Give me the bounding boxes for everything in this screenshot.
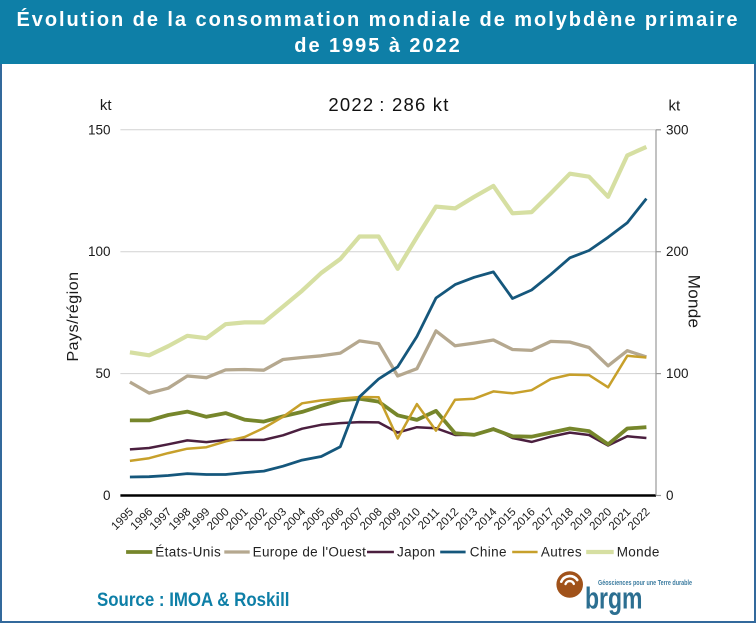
svg-text:300: 300	[666, 122, 689, 137]
svg-text:brgm: brgm	[585, 581, 643, 616]
svg-text:100: 100	[88, 244, 111, 259]
svg-text:150: 150	[88, 122, 111, 137]
svg-text:2022 : 286 kt: 2022 : 286 kt	[328, 94, 449, 115]
svg-text:Pays/région: Pays/région	[65, 272, 82, 362]
svg-text:Monde: Monde	[685, 275, 704, 328]
svg-text:Europe de l'Ouest: Europe de l'Ouest	[253, 545, 367, 560]
svg-text:0: 0	[666, 488, 674, 503]
svg-text:200: 200	[666, 244, 689, 259]
svg-text:kt: kt	[669, 98, 682, 115]
svg-text:Source : IMOA & Roskill: Source : IMOA & Roskill	[97, 590, 290, 611]
svg-text:de 1995 à 2022: de 1995 à 2022	[294, 35, 461, 57]
svg-text:Évolution de la consommation m: Évolution de la consommation mondiale de…	[17, 8, 740, 31]
svg-text:kt: kt	[100, 97, 113, 114]
svg-text:Monde: Monde	[617, 545, 660, 560]
svg-text:Géosciences pour une Terre dur: Géosciences pour une Terre durable	[598, 578, 692, 587]
svg-text:100: 100	[666, 366, 689, 381]
svg-text:États-Unis: États-Unis	[155, 545, 221, 560]
svg-text:0: 0	[103, 488, 111, 503]
svg-text:50: 50	[95, 366, 110, 381]
svg-text:Chine: Chine	[470, 545, 507, 560]
svg-text:Autres: Autres	[541, 545, 582, 560]
svg-text:Japon: Japon	[397, 545, 436, 560]
